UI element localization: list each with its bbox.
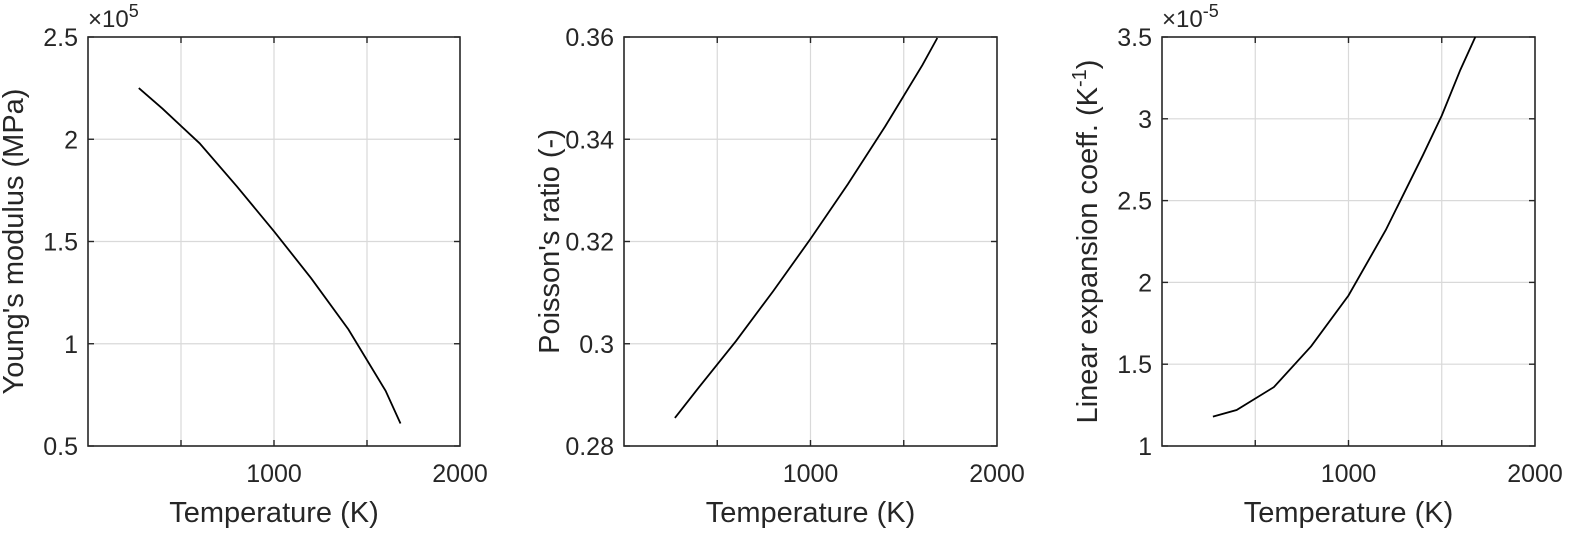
- y-tick-label: 2: [1138, 269, 1152, 297]
- y-tick-label: 0.32: [565, 229, 614, 257]
- x-tick-label: 2000: [1507, 460, 1563, 488]
- y-exponent-power: 5: [129, 1, 139, 21]
- y-tick-label: 0.3: [579, 331, 614, 359]
- series-line-1: [138, 87, 402, 424]
- y-tick-label: 3: [1138, 106, 1152, 134]
- y-axis-label-text: Young's modulus (MPa): [0, 89, 30, 395]
- y-tick-label: 1: [1138, 433, 1152, 461]
- y-tick-label: 0.34: [565, 126, 614, 154]
- y-tick-label: 1.5: [43, 229, 78, 257]
- x-tick-label: 1000: [783, 460, 839, 488]
- x-axis-label: Temperature (K): [169, 497, 379, 529]
- x-tick-label: 2000: [432, 460, 488, 488]
- series-line-1: [1212, 36, 1477, 418]
- y-exponent-base: ×10: [88, 6, 129, 33]
- y-axis-label-text: Poisson's ratio (-): [534, 129, 566, 354]
- y-tick-label: 1.5: [1117, 351, 1152, 379]
- series-line-1: [674, 37, 939, 419]
- x-tick-label: 1000: [246, 460, 302, 488]
- x-axis-label: Temperature (K): [706, 497, 916, 529]
- y-exponent-label: ×105: [88, 1, 139, 33]
- axes-frame: [1161, 36, 1536, 447]
- y-tick-label: 2.5: [1117, 188, 1152, 216]
- axes-frame: [623, 36, 998, 447]
- y-exponent-base: ×10: [1162, 6, 1203, 33]
- y-axis-label-text: Linear expansion coeff. (K: [1072, 86, 1104, 423]
- chart-panel-1: 1000 2000 0.5 1 1.5 2 2.5 Temperature (K) Young'…: [0, 1, 488, 529]
- y-tick-label: 0.28: [565, 433, 614, 461]
- y-axis-label: Poisson's ratio (-): [534, 129, 566, 354]
- y-tick-label: 2.5: [43, 24, 78, 52]
- x-axis-label: Temperature (K): [1244, 497, 1454, 529]
- y-tick-label: 0.5: [43, 433, 78, 461]
- y-axis-label: Young's modulus (MPa): [0, 89, 30, 395]
- y-exponent-power: -5: [1203, 1, 1219, 21]
- y-tick-label: 1: [64, 331, 78, 359]
- y-tick-label: 3.5: [1117, 24, 1152, 52]
- chart-panel-2: 1000 2000 0.28 0.3 0.32 0.34 0.36 Temperature (…: [534, 24, 1025, 529]
- x-tick-label: 2000: [969, 460, 1025, 488]
- axes-frame: [87, 36, 461, 447]
- y-tick-label: 0.36: [565, 24, 614, 52]
- y-axis-label-suffix: ): [1072, 60, 1104, 70]
- y-axis-label: Linear expansion coeff. (K-1): [1069, 60, 1104, 424]
- chart-panel-3: 1000 2000 1 1.5 2 2.5 3 3.5 Temperature (K) Linea…: [1069, 1, 1563, 529]
- y-axis-label-superscript: -1: [1069, 69, 1091, 87]
- x-tick-label: 1000: [1321, 460, 1377, 488]
- y-exponent-label: ×10-5: [1162, 1, 1219, 33]
- y-tick-label: 2: [64, 126, 78, 154]
